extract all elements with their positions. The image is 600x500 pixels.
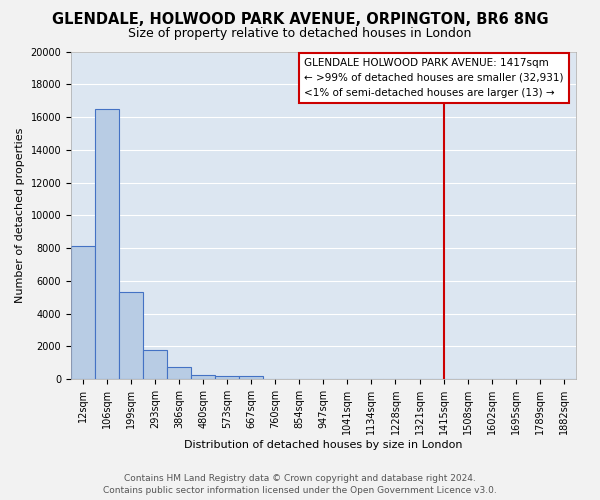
Bar xyxy=(239,376,263,379)
Text: Size of property relative to detached houses in London: Size of property relative to detached ho… xyxy=(128,28,472,40)
Bar xyxy=(215,376,239,379)
X-axis label: Distribution of detached houses by size in London: Distribution of detached houses by size … xyxy=(184,440,463,450)
Y-axis label: Number of detached properties: Number of detached properties xyxy=(15,128,25,303)
Bar xyxy=(119,292,143,379)
Bar xyxy=(191,375,215,379)
Text: GLENDALE HOLWOOD PARK AVENUE: 1417sqm
← >99% of detached houses are smaller (32,: GLENDALE HOLWOOD PARK AVENUE: 1417sqm ← … xyxy=(304,58,563,98)
Text: GLENDALE, HOLWOOD PARK AVENUE, ORPINGTON, BR6 8NG: GLENDALE, HOLWOOD PARK AVENUE, ORPINGTON… xyxy=(52,12,548,28)
Bar xyxy=(71,246,95,379)
Bar xyxy=(95,109,119,379)
Bar xyxy=(143,350,167,379)
Bar xyxy=(167,367,191,379)
Text: Contains HM Land Registry data © Crown copyright and database right 2024.
Contai: Contains HM Land Registry data © Crown c… xyxy=(103,474,497,495)
